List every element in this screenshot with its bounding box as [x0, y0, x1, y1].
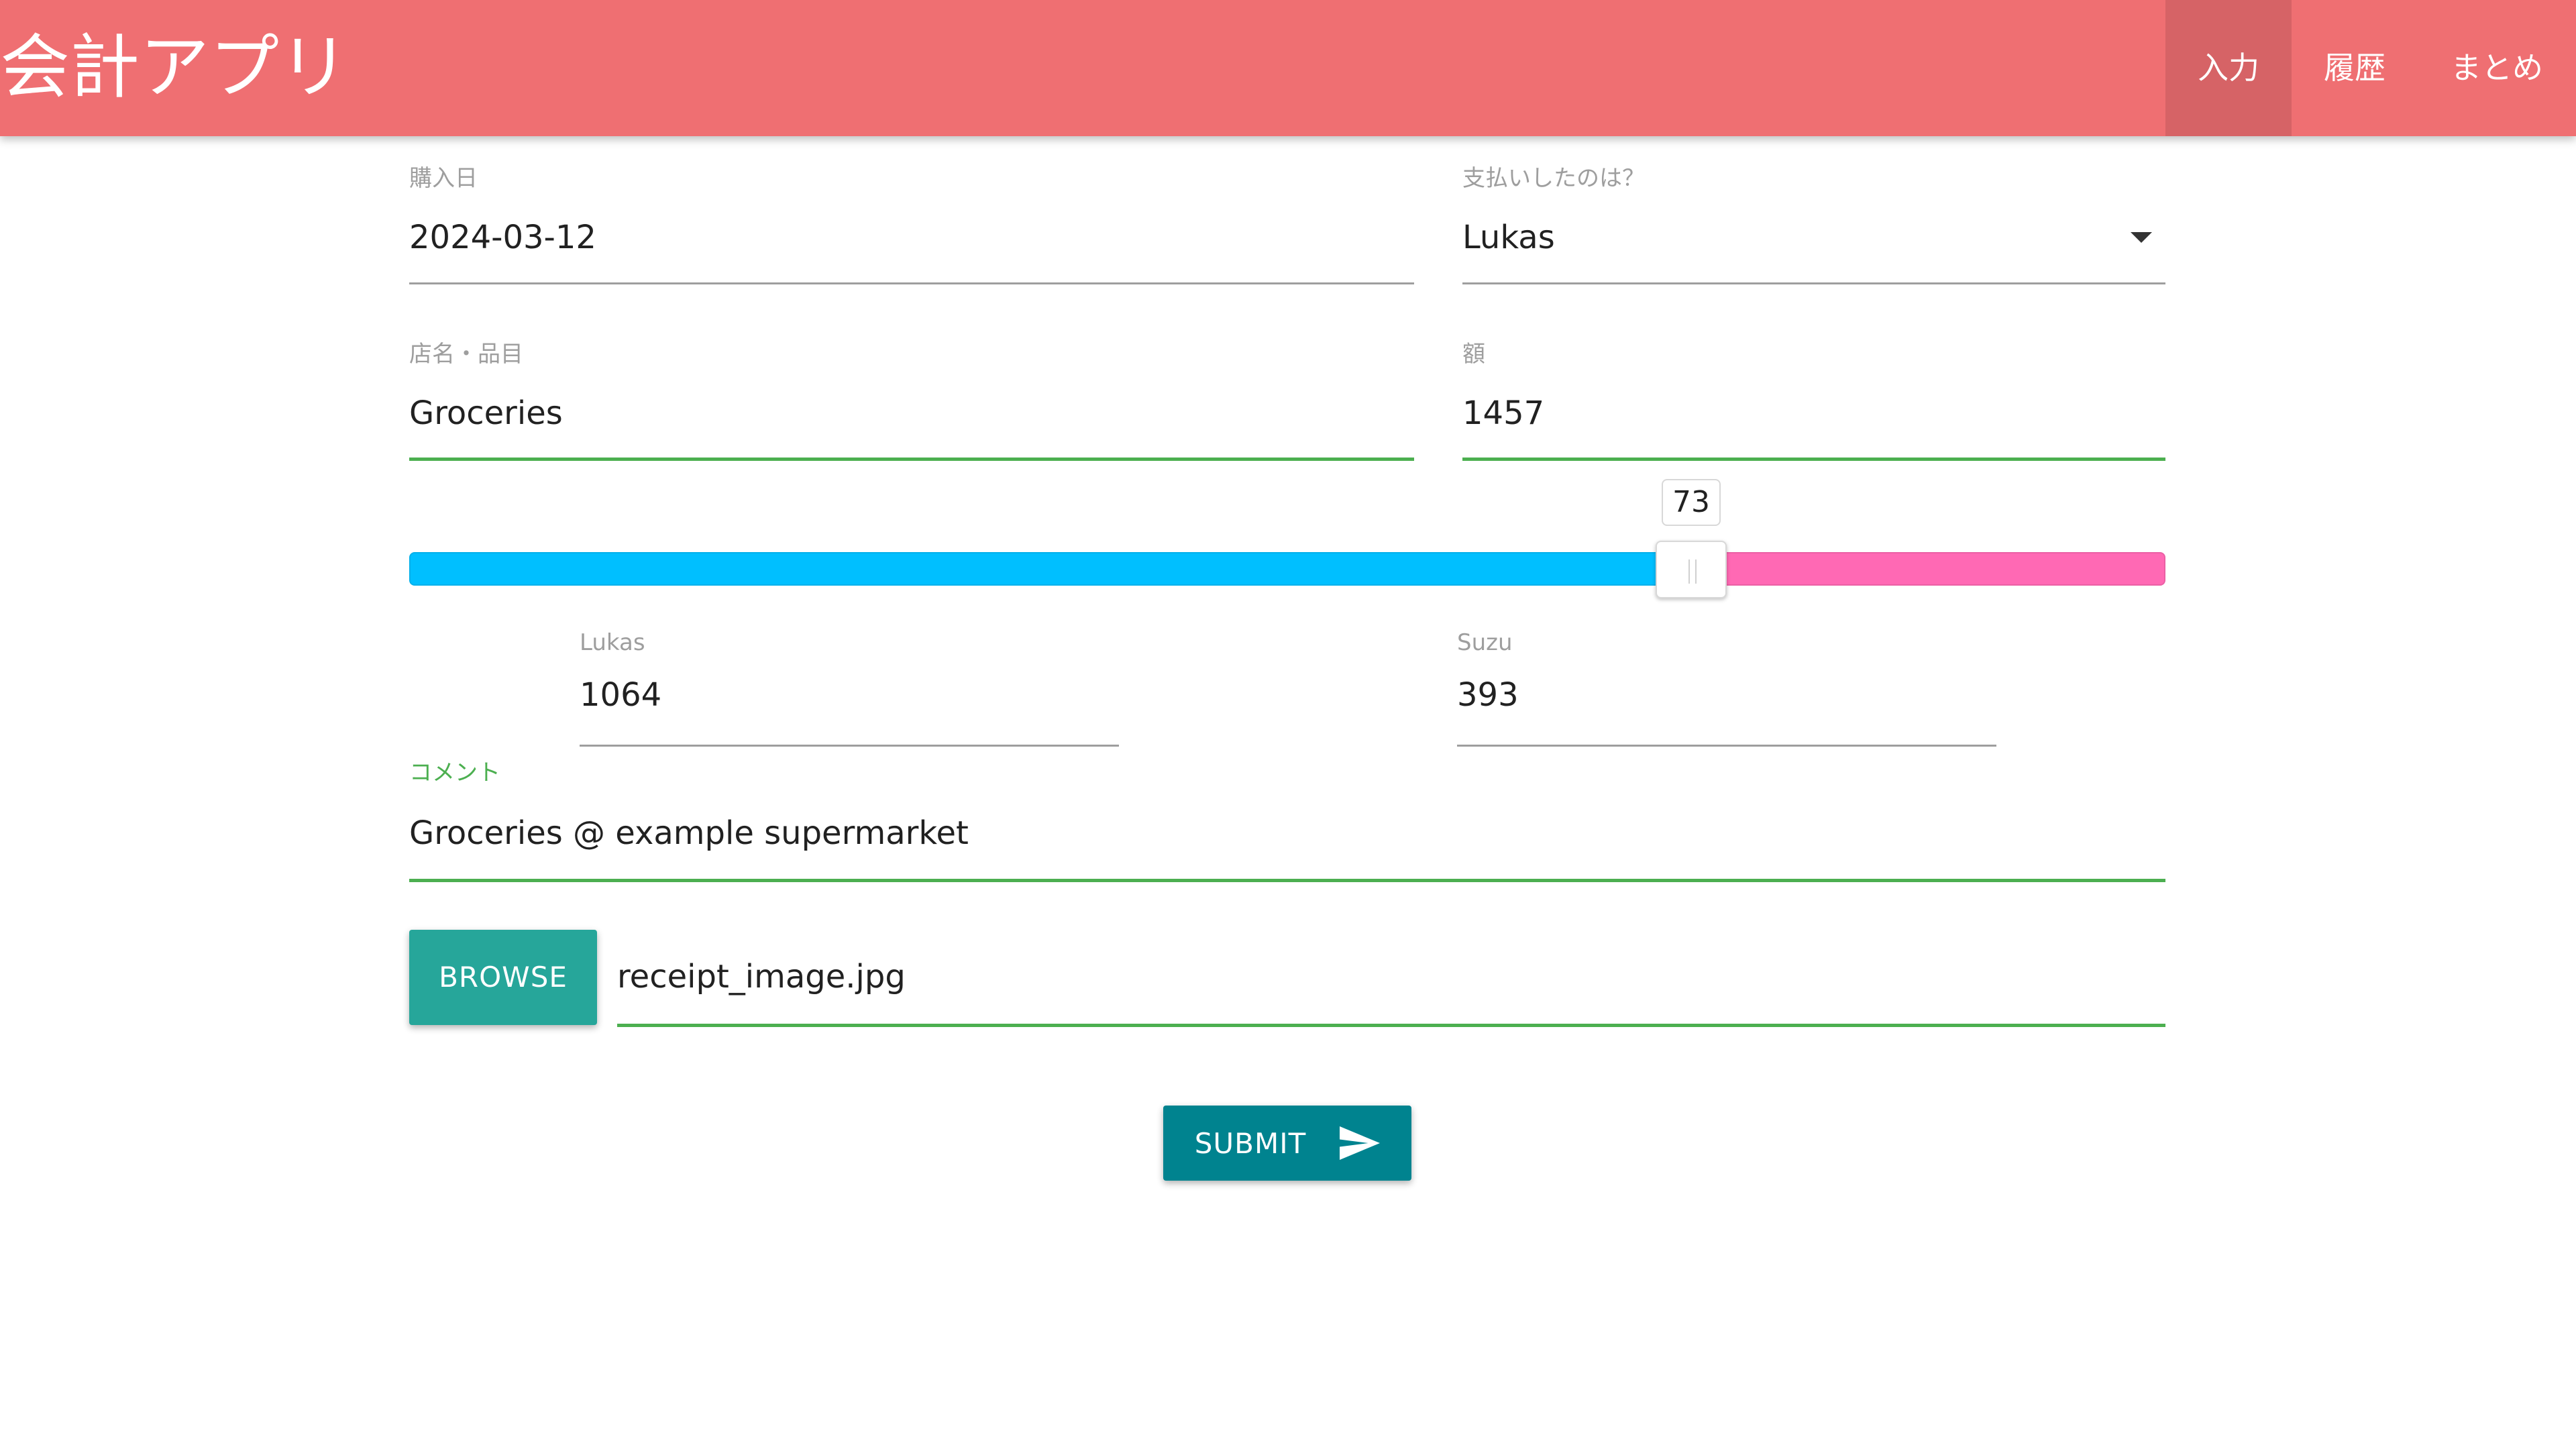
caret-down-icon[interactable] [2131, 232, 2152, 243]
slider-value-tooltip: 73 [1662, 479, 1721, 526]
nav-tab-input[interactable]: 入力 [2165, 0, 2292, 136]
payer-label: 支払いしたのは？ [1462, 165, 1645, 192]
store-item-underline [409, 458, 1414, 461]
amount-value[interactable]: 1457 [1462, 394, 1545, 432]
payer-underline [1462, 282, 2165, 284]
comment-value[interactable]: Groceries @ example supermarket [409, 814, 969, 852]
slider-track-suzu[interactable] [1691, 552, 2165, 586]
top-navbar: 会計アプリ 入力 履歴 まとめ [0, 0, 2576, 136]
purchase-date-label: 購入日 [409, 165, 478, 192]
nav-tab-summary[interactable]: まとめ [2451, 50, 2543, 86]
suzu-share-field[interactable]: Suzu 393 [1457, 628, 1996, 749]
purchase-date-value[interactable]: 2024-03-12 [409, 219, 596, 256]
store-item-label: 店名・品目 [409, 341, 523, 368]
send-icon [1340, 1126, 1381, 1160]
lukas-share-label: Lukas [580, 629, 645, 656]
slider-track-lukas[interactable] [409, 552, 1691, 586]
file-path-value[interactable]: receipt_image.jpg [617, 958, 906, 996]
lukas-share-value[interactable]: 1064 [580, 676, 662, 714]
amount-field[interactable]: 額 1457 [1462, 339, 2165, 464]
lukas-share-underline [580, 745, 1119, 747]
lukas-share-field[interactable]: Lukas 1064 [580, 628, 1119, 749]
payer-value[interactable]: Lukas [1462, 219, 1555, 256]
split-slider[interactable]: 73 [409, 479, 2165, 598]
nav-tab-history[interactable]: 履歴 [2324, 50, 2385, 86]
store-item-field[interactable]: 店名・品目 Groceries [409, 339, 1414, 464]
suzu-share-value[interactable]: 393 [1457, 676, 1519, 714]
payer-select[interactable]: 支払いしたのは？ Lukas [1462, 164, 2165, 286]
amount-label: 額 [1462, 341, 1485, 368]
submit-button[interactable]: SUBMIT [1163, 1106, 1411, 1181]
nav-menu: 入力 履歴 まとめ [2165, 0, 2576, 136]
file-path-underline [617, 1024, 2165, 1027]
suzu-share-underline [1457, 745, 1996, 747]
purchase-date-field[interactable]: 購入日 2024-03-12 [409, 164, 1414, 286]
store-item-value[interactable]: Groceries [409, 394, 563, 432]
purchase-date-underline [409, 282, 1414, 284]
submit-label: SUBMIT [1194, 1126, 1307, 1160]
slider-handle[interactable] [1656, 541, 1727, 598]
amount-underline [1462, 458, 2165, 461]
browse-button[interactable]: BROWSE [409, 930, 597, 1025]
suzu-share-label: Suzu [1457, 629, 1513, 656]
file-path-field[interactable]: receipt_image.jpg [617, 939, 2165, 1030]
comment-field[interactable]: コメント Groceries @ example supermarket [409, 758, 2165, 885]
comment-underline [409, 879, 2165, 882]
app-title[interactable]: 会計アプリ [0, 26, 350, 108]
comment-label: コメント [409, 759, 500, 786]
grip-icon [1688, 559, 1697, 584]
